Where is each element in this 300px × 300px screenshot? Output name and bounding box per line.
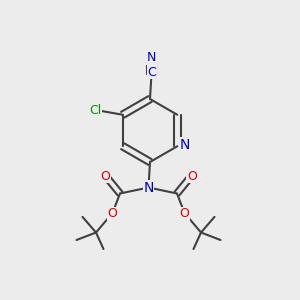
- Text: N: N: [180, 138, 190, 152]
- Text: O: O: [187, 169, 197, 183]
- Text: O: O: [108, 207, 117, 220]
- Text: N: N: [143, 181, 154, 194]
- Text: Cl: Cl: [90, 104, 102, 117]
- Text: O: O: [100, 169, 110, 183]
- Text: N: N: [147, 51, 156, 64]
- Text: O: O: [180, 207, 189, 220]
- Text: C: C: [147, 66, 156, 79]
